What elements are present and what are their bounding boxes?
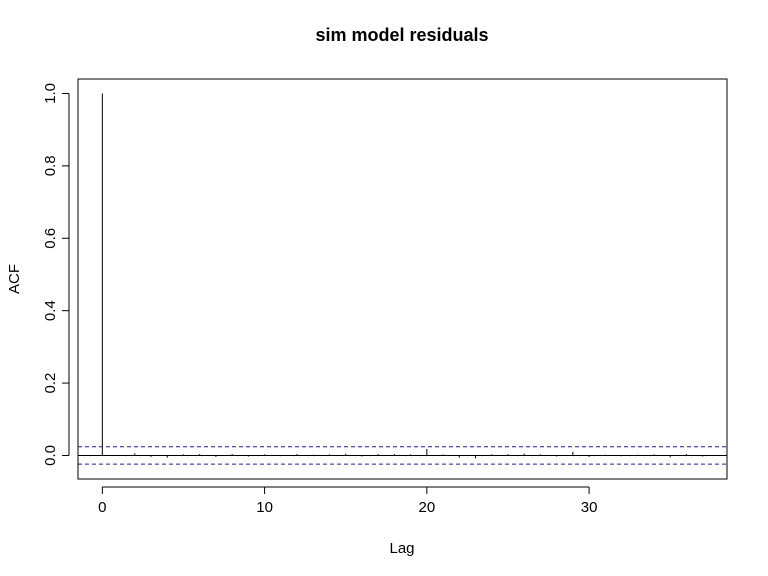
x-axis-label: Lag xyxy=(389,540,414,557)
reference-lines xyxy=(78,446,727,465)
x-tick-label-0: 0 xyxy=(98,499,106,516)
y-axis: 0.0 0.2 0.4 0.6 0.8 1.0 xyxy=(42,83,70,466)
y-tick-label-2: 0.4 xyxy=(42,300,59,321)
chart-title: sim model residuals xyxy=(315,25,488,45)
y-tick-label-1: 0.2 xyxy=(42,373,59,394)
y-tick-label-5: 1.0 xyxy=(42,83,59,104)
y-tick-label-3: 0.6 xyxy=(42,228,59,249)
x-tick-label-20: 20 xyxy=(418,499,435,516)
y-tick-label-0: 0.0 xyxy=(42,445,59,466)
y-axis-label: ACF xyxy=(6,264,23,294)
x-axis: 0 10 20 30 xyxy=(98,486,598,516)
plot-frame xyxy=(77,78,728,480)
acf-bars xyxy=(101,93,704,459)
y-tick-label-4: 0.8 xyxy=(42,155,59,176)
x-tick-label-10: 10 xyxy=(256,499,273,516)
x-tick-label-30: 30 xyxy=(581,499,598,516)
